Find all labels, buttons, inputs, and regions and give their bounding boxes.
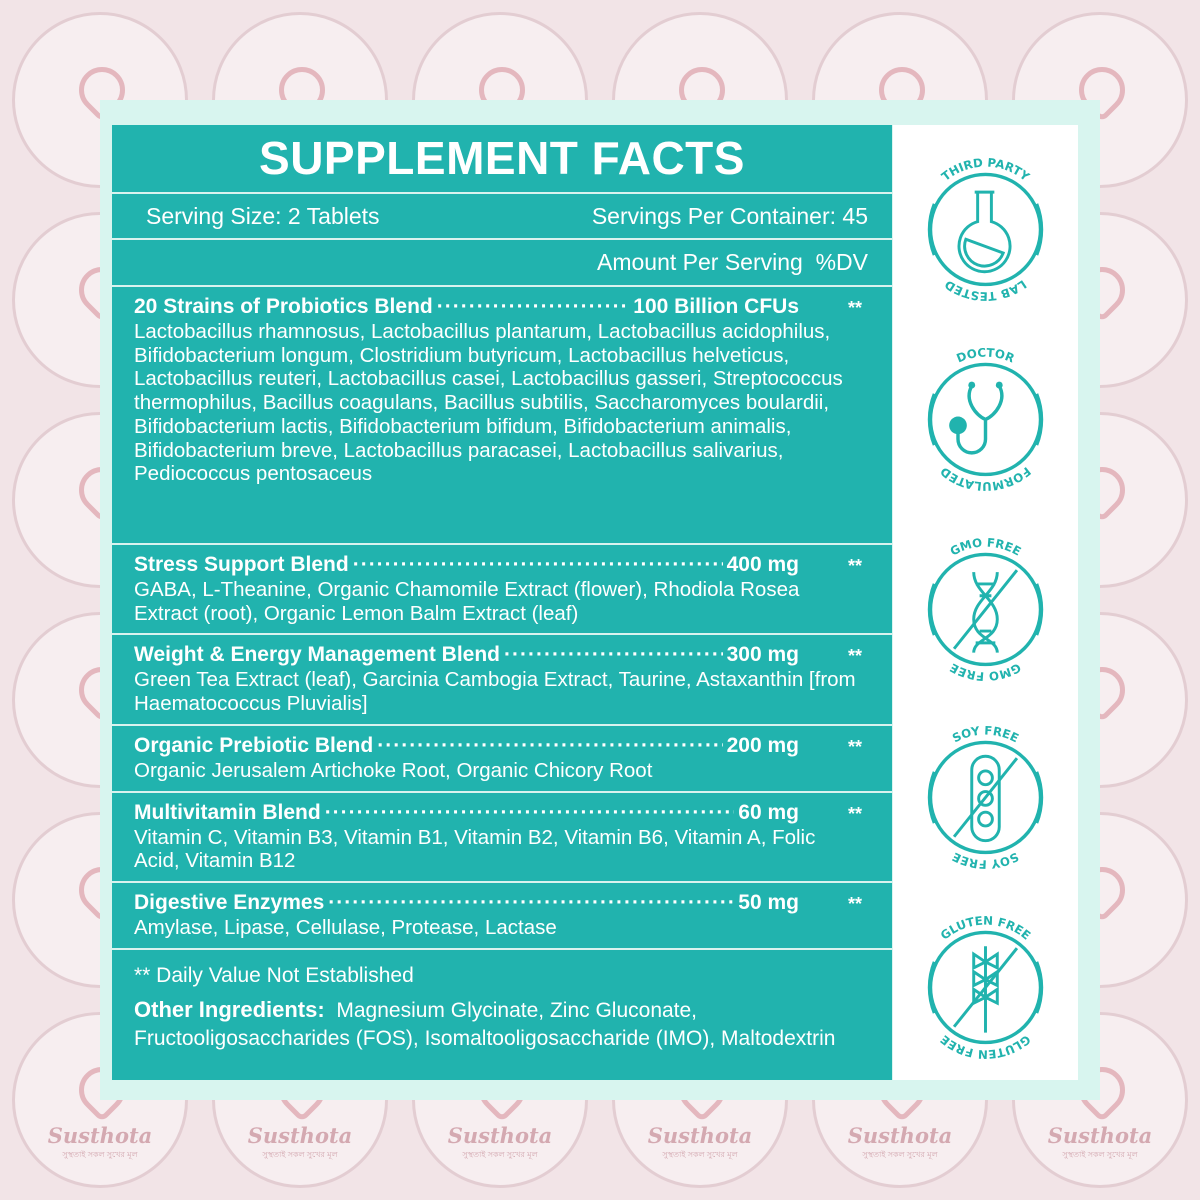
page-title: SUPPLEMENT FACTS [259,132,745,184]
watermark-tagline: সুস্থতাই সকল সুখের মূল [862,1150,938,1159]
svg-text:DOCTOR: DOCTOR [955,345,1017,365]
blend-row: Organic Prebiotic Blend 200 mg ** Organic J… [112,723,892,791]
watermark-tagline: সুস্থতাই সকল সুখের মূল [262,1150,338,1159]
servings-per-container: Servings Per Container: 45 [591,203,868,229]
blend-row: Multivitamin Blend 60 mg ** Vitamin C, Vita… [112,790,892,881]
footer: ** Daily Value Not Established Other Ing… [112,947,892,1080]
daily-value: ** [847,646,862,667]
badge-stethoscope: DOCTOR FORMULATED [903,335,1068,500]
watermark-tagline: সুস্থতাই সকল সুখের মূল [662,1150,738,1159]
leader-dots [353,552,723,578]
blend-name: 20 Strains of Probiotics Blend [134,295,433,318]
stethoscope-icon [949,381,1004,455]
badge-column: THIRD PARTY LAB TESTED DOCTOR FORMULATED… [893,125,1078,1080]
watermark-brand: Susthota [647,1123,753,1148]
serving-size: Serving Size: 2 Tablets [146,203,380,229]
blend-name: Stress Support Blend [134,553,349,576]
daily-value: ** [847,298,862,318]
daily-value: ** [847,803,862,824]
leader-dots [504,642,723,668]
blend-amount: 50 mg [738,890,799,914]
daily-value: ** [847,736,862,757]
dv-note: ** Daily Value Not Established [134,963,414,987]
flask-icon [957,190,1012,274]
badge-bottom-text: LAB TESTED [942,277,1029,303]
blend-name: Digestive Enzymes [134,890,325,914]
blend-amount: 300 mg [726,643,799,667]
watermark-brand: Susthota [47,1123,153,1148]
svg-text:THIRD PARTY: THIRD PARTY [939,156,1033,185]
blend-ingredients: Amylase, Lipase, Cellulase, Protease, La… [134,915,557,939]
blend-ingredients: Lactobacillus rhamnosus, Lactobacillus p… [134,320,843,486]
daily-value: ** [847,893,862,914]
blend-row: Digestive Enzymes 50 mg ** Amylase, Lipase,… [112,880,892,948]
blend-row: Weight & Energy Management Blend 300 mg **… [112,633,892,723]
badge-soybean: SOY FREE SOY FREE [903,713,1068,878]
blend-name: Multivitamin Blend [134,800,321,824]
blend-amount: 400 mg [726,553,799,576]
watermark-tagline: সুস্থতাই সকল সুখের মূল [462,1150,538,1159]
svg-text:GLUTEN FREE: GLUTEN FREE [938,1032,1034,1061]
leader-dots [437,294,630,320]
badge-top-text: DOCTOR [955,345,1017,365]
daily-value: ** [847,556,862,576]
serving-row: Serving Size: 2 Tablets Servings Per Con… [112,192,892,238]
blend-amount: 60 mg [738,800,799,824]
supplement-facts-panel: SUPPLEMENT FACTS Serving Size: 2 Tablets… [112,125,892,1080]
blend-row: 20 Strains of Probiotics Blend 100 Billio… [112,285,892,543]
badge-top-text: GLUTEN FREE [938,913,1034,942]
blend-name: Weight & Energy Management Blend [134,643,500,667]
amount-per-serving-header: Amount Per Serving %DV [112,238,892,285]
blend-ingredients: GABA, L-Theanine, Organic Chamomile Extr… [134,578,800,625]
badge-bottom-text: GLUTEN FREE [938,1032,1034,1061]
blend-ingredients: Green Tea Extract (leaf), Garcinia Cambo… [134,668,856,716]
badge-bottom-text: FORMULATED [937,464,1033,493]
blend-row: Stress Support Blend 400 mg ** GABA, L-Thea… [112,543,892,633]
other-ingredients: Magnesium Glycinate, Zinc Gluconate, Fru… [134,998,836,1050]
badge-wheat: GLUTEN FREE GLUTEN FREE [903,903,1068,1068]
blend-amount: 200 mg [726,733,799,757]
leader-dots [328,890,734,916]
svg-text:FORMULATED: FORMULATED [937,464,1033,493]
watermark-brand: Susthota [847,1123,953,1148]
dna-icon [952,569,1019,653]
watermark-brand: Susthota [447,1123,553,1148]
leader-dots [377,733,722,759]
watermark-brand: Susthota [1047,1123,1153,1148]
leader-dots [325,800,735,826]
watermark-brand: Susthota [247,1123,353,1148]
badge-top-text: THIRD PARTY [939,156,1033,185]
watermark-tagline: সুস্থতাই সকল সুখের মূল [1062,1150,1138,1159]
badge-dna: GMO FREE GMO FREE [903,525,1068,690]
other-ingredients-label: Other Ingredients: [134,996,325,1022]
blend-name: Organic Prebiotic Blend [134,733,374,757]
watermark-tagline: সুস্থতাই সকল সুখের মূল [62,1150,138,1159]
blend-amount: 100 Billion CFUs [633,295,799,318]
badge-flask: THIRD PARTY LAB TESTED [903,145,1068,310]
svg-text:GLUTEN FREE: GLUTEN FREE [938,913,1034,942]
blend-ingredients: Organic Jerusalem Artichoke Root, Organi… [134,758,653,782]
soybean-icon [952,754,1019,843]
svg-text:LAB TESTED: LAB TESTED [942,277,1029,303]
wheat-icon [952,946,1019,1033]
blend-ingredients: Vitamin C, Vitamin B3, Vitamin B1, Vitam… [134,825,816,873]
